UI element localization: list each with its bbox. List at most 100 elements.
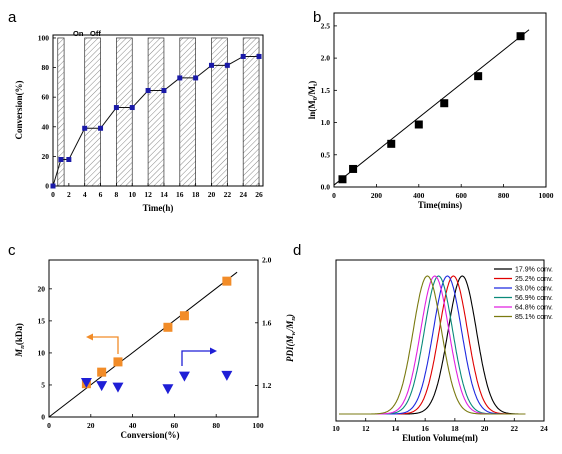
x-tick-label: 18 [192,190,200,199]
y-tick-label: 2.0 [321,54,331,63]
arrow-mn-axis [86,333,119,354]
x-tick-label: 14 [392,424,400,433]
on-bar [179,37,196,187]
data-point [66,157,72,163]
on-bar [242,37,260,187]
x-tick-label: 10 [128,190,136,199]
panel-a-xlabel: Time(h) [143,203,174,213]
x-tick-label: 0 [47,421,51,430]
panel-d-xlabel: Elution Volume(ml) [402,433,478,443]
y-tick-label: 0 [45,182,49,191]
ln-points [338,32,525,184]
data-point [82,125,88,131]
legend-label: 64.8% conv. [515,305,553,312]
pdi-point [96,381,108,392]
panel-d-legend: 17.9% conv. 25.2% conv. 33.0% conv. 56.9% c… [494,267,553,321]
annotation-on: On [73,29,84,38]
x-tick-label: 60 [171,421,179,430]
x-tick-label: 100 [252,421,264,430]
gpc-curves [339,275,526,415]
panel-c-ylabel-right: PDI(Mw/Mn) [285,314,297,362]
panel-b: b 0 200 400 600 800 1000 0.0 0.5 1.0 1.5 2.0 2.5 T… [307,9,554,210]
data-point [161,88,167,94]
y-tick-label-left: 0 [41,413,45,422]
on-bar [57,37,65,187]
y-tick-label: 80 [42,63,50,72]
x-tick-label: 10 [332,424,340,433]
data-point [208,62,214,68]
data-point [414,120,423,129]
y-tick-label: 40 [42,122,50,131]
mn-point [97,367,107,377]
panel-b-ylabel: ln(M0/Mt) [307,81,319,119]
data-point [224,62,230,68]
data-point [256,53,262,59]
panel-d-x-ticks: 10 12 14 16 18 20 22 24 [332,418,548,433]
x-tick-label: 200 [371,191,383,200]
on-bar [147,37,165,187]
x-tick-label: 14 [160,190,168,199]
x-tick-label: 12 [362,424,370,433]
y-tick-label-right: 1.2 [262,381,272,390]
panel-a-x-ticks: 0 2 4 6 8 10 12 14 16 18 20 22 24 26 [51,183,263,199]
data-point [50,183,56,189]
data-point [338,175,347,184]
x-tick-label: 20 [481,424,489,433]
y-tick-label-right: 2.0 [262,256,272,265]
on-bar [211,37,228,187]
gpc-curve [339,275,526,415]
x-tick-label: 24 [540,424,548,433]
y-tick-label-left: 5 [41,380,45,389]
gpc-curve [339,275,526,415]
data-point [240,53,246,59]
panel-c-label: c [8,242,16,259]
x-tick-label: 16 [421,424,429,433]
mn-point [179,311,189,321]
gpc-curve [339,275,526,415]
conversion-points [50,53,262,189]
fit-line-b [333,29,530,186]
legend-label: 85.1% conv. [515,314,553,321]
panel-c-frame [48,259,259,418]
on-period-bars [57,37,260,187]
panel-d-label: d [293,242,301,259]
panel-c-x-ticks: 0 20 40 60 80 100 [47,414,264,430]
y-tick-label: 1.5 [321,86,331,95]
panel-b-xlabel: Time(mins) [418,200,462,210]
panel-b-x-ticks: 0 200 400 600 800 1000 [332,184,554,200]
x-tick-label: 16 [176,190,184,199]
pdi-point [80,377,92,388]
x-tick-label: 22 [224,190,232,199]
x-tick-label: 20 [208,190,216,199]
x-tick-label: 600 [456,191,468,200]
data-point [113,105,119,111]
x-tick-label: 0 [51,190,55,199]
panel-c-ylabel-left: Mn(kDa) [14,323,26,358]
legend-label: 56.9% conv. [515,295,553,302]
x-tick-label: 80 [212,421,220,430]
panel-c-y-ticks-right: 1.2 1.6 2.0 [255,256,272,390]
x-tick-label: 800 [498,191,510,200]
y-tick-label-left: 20 [38,284,46,293]
gpc-curve [339,275,526,415]
fit-line-c [48,271,238,418]
data-point [516,32,525,41]
x-tick-label: 24 [239,190,247,199]
x-tick-label: 40 [129,421,137,430]
legend-label: 17.9% conv. [515,267,553,274]
annotation-off: Off [90,29,101,38]
panel-b-label: b [313,9,321,26]
y-tick-label: 2.5 [321,21,331,30]
x-tick-label: 18 [451,424,459,433]
data-point [440,99,449,108]
panel-b-frame [333,12,547,188]
x-tick-label: 4 [83,190,87,199]
panel-a-ylabel: Conversion(%) [14,81,24,140]
data-point [193,75,199,81]
panel-a-label: a [8,9,17,26]
data-point [129,105,135,111]
x-tick-label: 8 [115,190,119,199]
data-point [349,164,358,173]
